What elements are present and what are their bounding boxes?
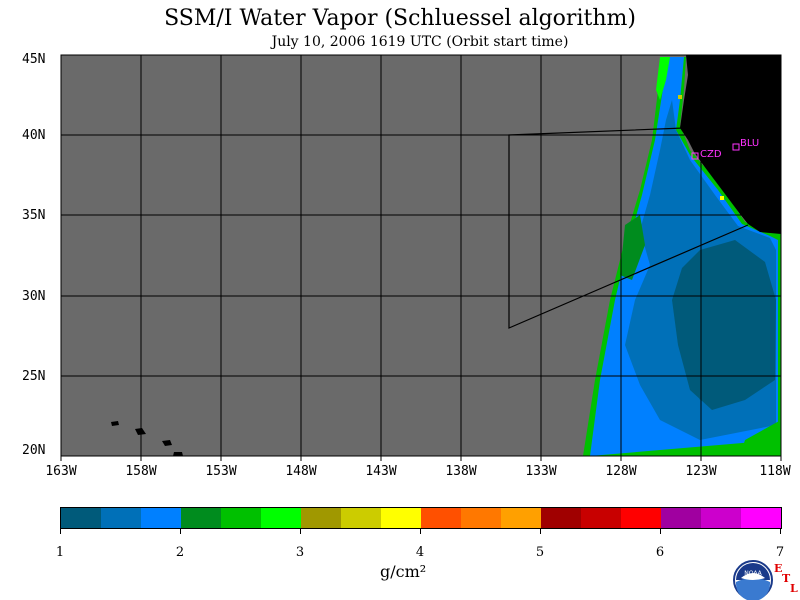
colorbar-segment-1 [101,508,141,528]
colorbar-tick-3: 3 [295,545,305,560]
lon-label-163w: 163W [45,464,77,479]
colorbar-segment-12 [541,508,581,528]
etl-letter-l: L [790,582,798,595]
lat-label-40n: 40N [22,128,46,143]
lat-label-30n: 30N [22,289,46,304]
lon-label-128w: 128W [605,464,637,479]
map-frame [60,54,782,457]
yellow-coastal-pixel-2 [678,95,682,99]
lon-label-158w: 158W [125,464,157,479]
lat-label-20n: 20N [22,443,46,458]
hawaii-island-maui [162,440,172,446]
hawaii-island-kauai [111,421,119,426]
colorbar-segment-15 [661,508,701,528]
lat-label-45n: 45N [22,52,46,67]
colorbar [60,507,782,529]
colorbar-segment-5 [261,508,301,528]
map-title: SSM/I Water Vapor (Schluessel algorithm) [164,6,636,31]
colorbar-tick-4: 4 [415,545,425,560]
lat-label-25n: 25N [22,369,46,384]
southern-green-patch [740,420,781,456]
colorbar-segment-3 [181,508,221,528]
colorbar-segment-9 [421,508,461,528]
lon-label-138w: 138W [445,464,477,479]
colorbar-segment-7 [341,508,381,528]
yellow-coastal-pixel [720,196,724,200]
colorbar-tick-7: 7 [775,545,785,560]
etl-letter-e: E [774,562,783,575]
colorbar-tick-5: 5 [535,545,545,560]
lon-label-123w: 123W [685,464,717,479]
lon-label-143w: 143W [365,464,397,479]
colorbar-segment-10 [461,508,501,528]
colorbar-units: g/cm² [380,562,427,581]
colorbar-segment-17 [741,508,781,528]
western-green-strip [620,215,645,280]
station-markers [691,143,740,160]
lon-label-133w: 133W [525,464,557,479]
svg-text:NOAA: NOAA [744,570,762,577]
hawaii-island-big [173,452,183,456]
colorbar-segment-16 [701,508,741,528]
lon-label-153w: 153W [205,464,237,479]
colorbar-tick-1: 1 [55,545,65,560]
lon-label-148w: 148W [285,464,317,479]
colorbar-segment-13 [581,508,621,528]
colorbar-segment-2 [141,508,181,528]
coastal-green-fringe [656,57,670,100]
colorbar-segment-0 [61,508,101,528]
colorbar-segment-8 [381,508,421,528]
colorbar-segment-4 [221,508,261,528]
station-blu-marker [732,143,740,151]
colorbar-segment-11 [501,508,541,528]
vapor-band-dark-blue-core [680,285,725,400]
colorbar-segment-6 [301,508,341,528]
lon-label-118w: 118W [759,464,791,479]
domain-outline [508,127,749,329]
noaa-logo-icon: NOAA [733,560,773,600]
station-blu-label: BLU [740,138,759,149]
land-north-america [680,55,781,234]
station-czd-marker [691,152,699,160]
map-subtitle: July 10, 2006 1619 UTC (Orbit start time… [271,34,569,50]
etl-letter-t: T [782,572,791,585]
lat-label-35n: 35N [22,208,46,223]
colorbar-tick-2: 2 [175,545,185,560]
station-czd-label: CZD [700,149,722,160]
colorbar-segment-14 [621,508,661,528]
colorbar-tick-6: 6 [655,545,665,560]
